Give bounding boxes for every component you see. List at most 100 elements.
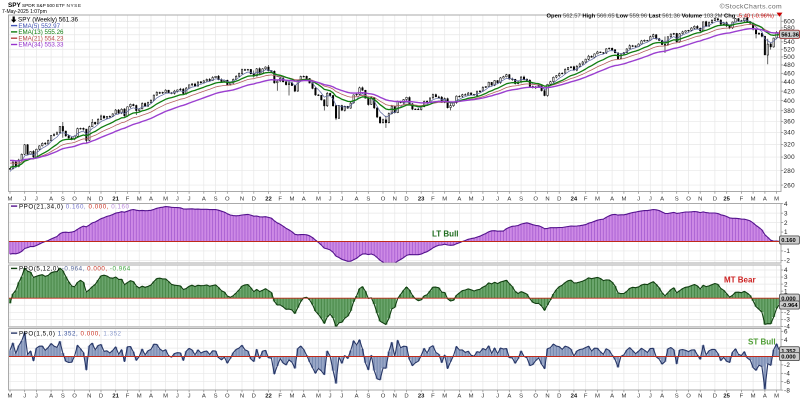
svg-text:M: M bbox=[290, 394, 295, 400]
svg-text:J: J bbox=[649, 394, 652, 400]
svg-text:7-May-2025 1:07pm: 7-May-2025 1:07pm bbox=[2, 9, 47, 15]
svg-text:A: A bbox=[457, 197, 461, 203]
svg-text:SPY: SPY bbox=[8, 2, 22, 9]
svg-text:O: O bbox=[381, 394, 386, 400]
svg-text:S: S bbox=[214, 394, 218, 400]
svg-text:M: M bbox=[137, 197, 142, 203]
svg-text:M: M bbox=[469, 394, 474, 400]
svg-text:561.36: 561.36 bbox=[781, 32, 800, 38]
svg-text:O: O bbox=[686, 197, 691, 203]
svg-text:D: D bbox=[404, 197, 408, 203]
svg-text:A: A bbox=[763, 197, 767, 203]
svg-text:23: 23 bbox=[418, 197, 425, 203]
svg-text:N: N bbox=[240, 197, 244, 203]
svg-text:A: A bbox=[49, 197, 53, 203]
svg-text:6: 6 bbox=[784, 329, 788, 336]
svg-text:24: 24 bbox=[571, 197, 578, 203]
svg-text:M: M bbox=[442, 394, 447, 400]
svg-text:LT Bull: LT Bull bbox=[432, 229, 459, 238]
svg-text:400: 400 bbox=[784, 98, 796, 105]
svg-text:O: O bbox=[533, 394, 538, 400]
svg-text:J: J bbox=[481, 197, 484, 203]
svg-text:-2: -2 bbox=[784, 310, 790, 317]
svg-text:-8: -8 bbox=[784, 387, 790, 394]
svg-text:600: 600 bbox=[784, 18, 796, 25]
svg-text:4: 4 bbox=[784, 267, 788, 274]
svg-text:Open 562.57 High 566.65 Low 55: Open 562.57 High 566.65 Low 559.96 Last … bbox=[547, 13, 775, 19]
svg-text:M: M bbox=[621, 394, 626, 400]
svg-text:F: F bbox=[278, 394, 282, 400]
svg-text:480: 480 bbox=[784, 62, 796, 69]
svg-text:D: D bbox=[99, 197, 103, 203]
svg-text:S: S bbox=[61, 197, 65, 203]
svg-text:M: M bbox=[774, 394, 779, 400]
svg-text:A: A bbox=[660, 394, 664, 400]
svg-text:320: 320 bbox=[784, 142, 796, 149]
svg-text:O: O bbox=[686, 394, 691, 400]
svg-text:J: J bbox=[35, 394, 38, 400]
svg-text:S: S bbox=[519, 394, 523, 400]
svg-text:J: J bbox=[188, 197, 191, 203]
svg-text:A: A bbox=[507, 394, 511, 400]
svg-text:J: J bbox=[637, 394, 640, 400]
svg-text:-3: -3 bbox=[784, 317, 790, 324]
svg-text:4: 4 bbox=[784, 337, 788, 344]
svg-text:J: J bbox=[23, 394, 26, 400]
svg-text:A: A bbox=[355, 197, 359, 203]
svg-text:J: J bbox=[496, 394, 499, 400]
svg-text:A: A bbox=[763, 394, 767, 400]
svg-text:A: A bbox=[149, 394, 153, 400]
svg-text:22: 22 bbox=[265, 197, 272, 203]
svg-text:SPY (Weekly) 561.36: SPY (Weekly) 561.36 bbox=[18, 17, 78, 24]
svg-text:A: A bbox=[355, 394, 359, 400]
svg-text:500: 500 bbox=[784, 54, 796, 61]
svg-text:260: 260 bbox=[784, 182, 796, 189]
svg-text:S: S bbox=[519, 197, 523, 203]
svg-text:EMA(13) 555.26: EMA(13) 555.26 bbox=[18, 29, 64, 36]
svg-text:23: 23 bbox=[418, 394, 425, 400]
svg-text:A: A bbox=[610, 394, 614, 400]
svg-text:M: M bbox=[163, 394, 168, 400]
svg-text:22: 22 bbox=[265, 394, 272, 400]
svg-text:21: 21 bbox=[112, 197, 119, 203]
svg-text:N: N bbox=[545, 197, 549, 203]
svg-text:M: M bbox=[751, 197, 756, 203]
svg-text:J: J bbox=[649, 197, 652, 203]
svg-text:F: F bbox=[584, 197, 588, 203]
svg-text:J: J bbox=[481, 394, 484, 400]
svg-text:21: 21 bbox=[112, 394, 119, 400]
svg-text:J: J bbox=[496, 197, 499, 203]
svg-text:300: 300 bbox=[784, 154, 796, 161]
svg-text:A: A bbox=[202, 394, 206, 400]
svg-text:F: F bbox=[584, 394, 588, 400]
svg-text:3: 3 bbox=[784, 210, 788, 217]
svg-text:D: D bbox=[713, 394, 717, 400]
svg-text:S: S bbox=[214, 197, 218, 203]
svg-text:A: A bbox=[149, 197, 153, 203]
svg-text:4: 4 bbox=[784, 201, 788, 208]
svg-text:-0.964: -0.964 bbox=[781, 303, 798, 309]
svg-text:©StockCharts.com: ©StockCharts.com bbox=[720, 2, 782, 10]
svg-text:-2: -2 bbox=[784, 258, 790, 265]
svg-text:J: J bbox=[637, 197, 640, 203]
svg-text:PPO(1,5,0) 1.352, 0.000, 1.352: PPO(1,5,0) 1.352, 0.000, 1.352 bbox=[19, 330, 122, 337]
svg-text:M: M bbox=[8, 197, 13, 203]
svg-text:M: M bbox=[290, 197, 295, 203]
svg-text:F: F bbox=[126, 394, 130, 400]
svg-text:-4: -4 bbox=[784, 324, 790, 331]
svg-text:D: D bbox=[99, 394, 103, 400]
svg-text:O: O bbox=[225, 197, 230, 203]
svg-text:S: S bbox=[366, 197, 370, 203]
svg-text:M: M bbox=[621, 197, 626, 203]
svg-text:N: N bbox=[698, 394, 702, 400]
svg-text:440: 440 bbox=[784, 79, 796, 86]
svg-text:F: F bbox=[431, 197, 435, 203]
svg-text:EMA(21) 554.23: EMA(21) 554.23 bbox=[18, 35, 64, 42]
svg-text:N: N bbox=[393, 394, 397, 400]
svg-text:N: N bbox=[393, 197, 397, 203]
svg-text:O: O bbox=[533, 197, 538, 203]
svg-text:2: 2 bbox=[784, 281, 788, 288]
svg-text:M: M bbox=[751, 394, 756, 400]
svg-text:D: D bbox=[404, 394, 408, 400]
svg-text:1: 1 bbox=[784, 229, 788, 236]
